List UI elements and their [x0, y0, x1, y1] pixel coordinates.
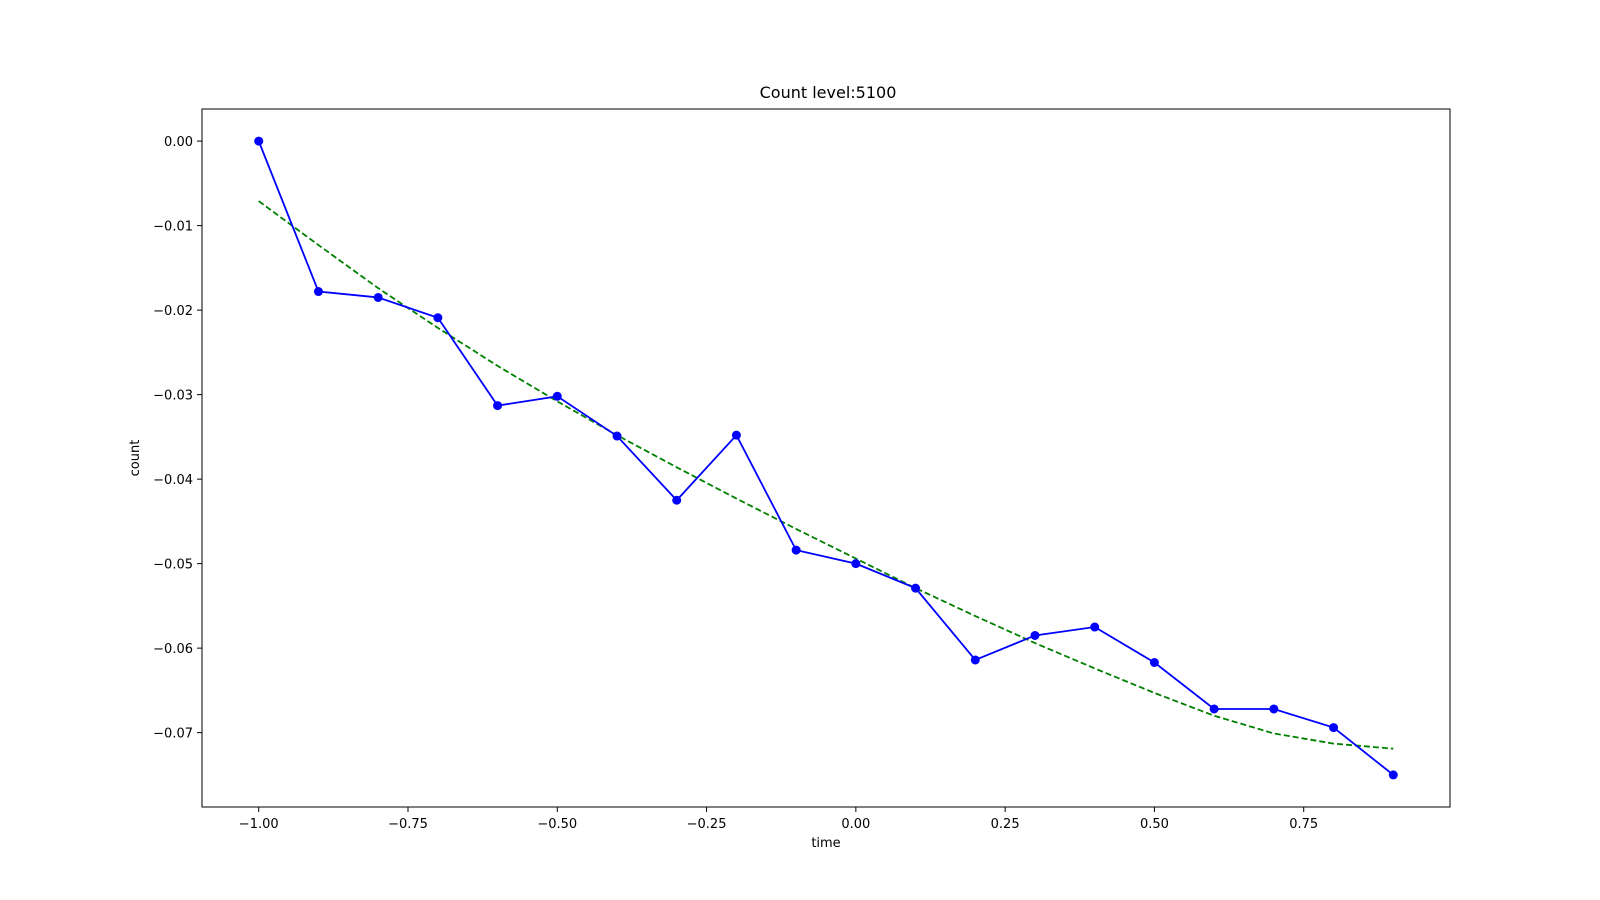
x-axis-label: time: [811, 836, 840, 851]
data-point: [1269, 704, 1279, 714]
x-tick-label: −0.25: [687, 817, 727, 832]
x-tick-label: 0.75: [1289, 817, 1318, 832]
chart-title: Count level:5100: [760, 83, 897, 102]
y-tick-label: −0.06: [153, 642, 193, 657]
data-point: [493, 401, 503, 411]
y-axis-label: count: [128, 440, 143, 477]
y-tick-label: −0.07: [153, 727, 193, 742]
series-layer: [254, 136, 1398, 780]
y-tick-label: −0.04: [153, 473, 193, 488]
data-point: [373, 292, 383, 302]
data-point: [612, 431, 622, 441]
y-axis-ticks: 0.00 −0.01 −0.02 −0.03 −0.04 −0.05 −0.06 −0.07: [153, 135, 202, 742]
data-point: [970, 655, 980, 665]
data-point: [1209, 704, 1219, 714]
data-point: [911, 583, 921, 593]
x-axis-ticks: −1.00 −0.75 −0.50 −0.25 0.00 0.25 0.50 0.75: [239, 807, 1318, 832]
plot-series-group: [254, 136, 1398, 780]
data-point: [1149, 657, 1159, 667]
data-point: [254, 136, 264, 146]
data-point: [1090, 622, 1100, 632]
data-point: [1030, 630, 1040, 640]
data-point: [552, 391, 562, 401]
y-tick-label: −0.03: [153, 389, 193, 404]
data-point: [313, 287, 323, 297]
y-tick-label: −0.01: [153, 220, 193, 235]
x-tick-label: −0.50: [537, 817, 577, 832]
x-tick-label: 0.25: [991, 817, 1020, 832]
x-tick-label: 0.00: [841, 817, 870, 832]
y-tick-label: 0.00: [164, 135, 193, 150]
data-point: [791, 545, 801, 555]
data-point: [1388, 770, 1398, 780]
data-point: [1329, 723, 1339, 733]
x-tick-label: 0.50: [1140, 817, 1169, 832]
data-point: [433, 313, 443, 323]
y-tick-label: −0.05: [153, 558, 193, 573]
x-tick-label: −1.00: [239, 817, 279, 832]
data-point: [731, 430, 741, 440]
x-tick-label: −0.75: [388, 817, 428, 832]
plot-area-frame: [201, 108, 1451, 808]
data-point: [851, 559, 861, 569]
data-point: [672, 495, 682, 505]
y-tick-label: −0.02: [153, 304, 193, 319]
data-line: [257, 140, 1394, 776]
